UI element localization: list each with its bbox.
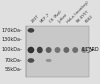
Ellipse shape [28,58,34,63]
Text: MCF-7: MCF-7 [40,12,51,24]
Bar [26,26,89,77]
Text: HeLa (monkey): HeLa (monkey) [66,0,90,24]
Text: 130kDa-: 130kDa- [1,37,22,42]
Text: 293T: 293T [31,14,41,24]
Text: C6 (Rat): C6 (Rat) [49,10,63,24]
Text: Jurkat: Jurkat [57,13,68,24]
Text: 170kDa-: 170kDa- [1,28,22,33]
Text: SH-SY5Y: SH-SY5Y [75,9,90,24]
Ellipse shape [46,47,52,53]
Text: IL17RD: IL17RD [82,47,99,52]
Text: 100kDa-: 100kDa- [1,47,22,52]
Ellipse shape [72,47,78,53]
Text: K562: K562 [84,14,94,24]
Ellipse shape [81,47,87,53]
Ellipse shape [37,47,43,53]
Ellipse shape [63,47,69,53]
Text: 70kDa-: 70kDa- [4,58,22,63]
Ellipse shape [28,47,34,53]
Text: 55kDa-: 55kDa- [4,67,22,72]
Ellipse shape [46,59,52,62]
Ellipse shape [28,28,34,33]
Ellipse shape [55,47,60,53]
